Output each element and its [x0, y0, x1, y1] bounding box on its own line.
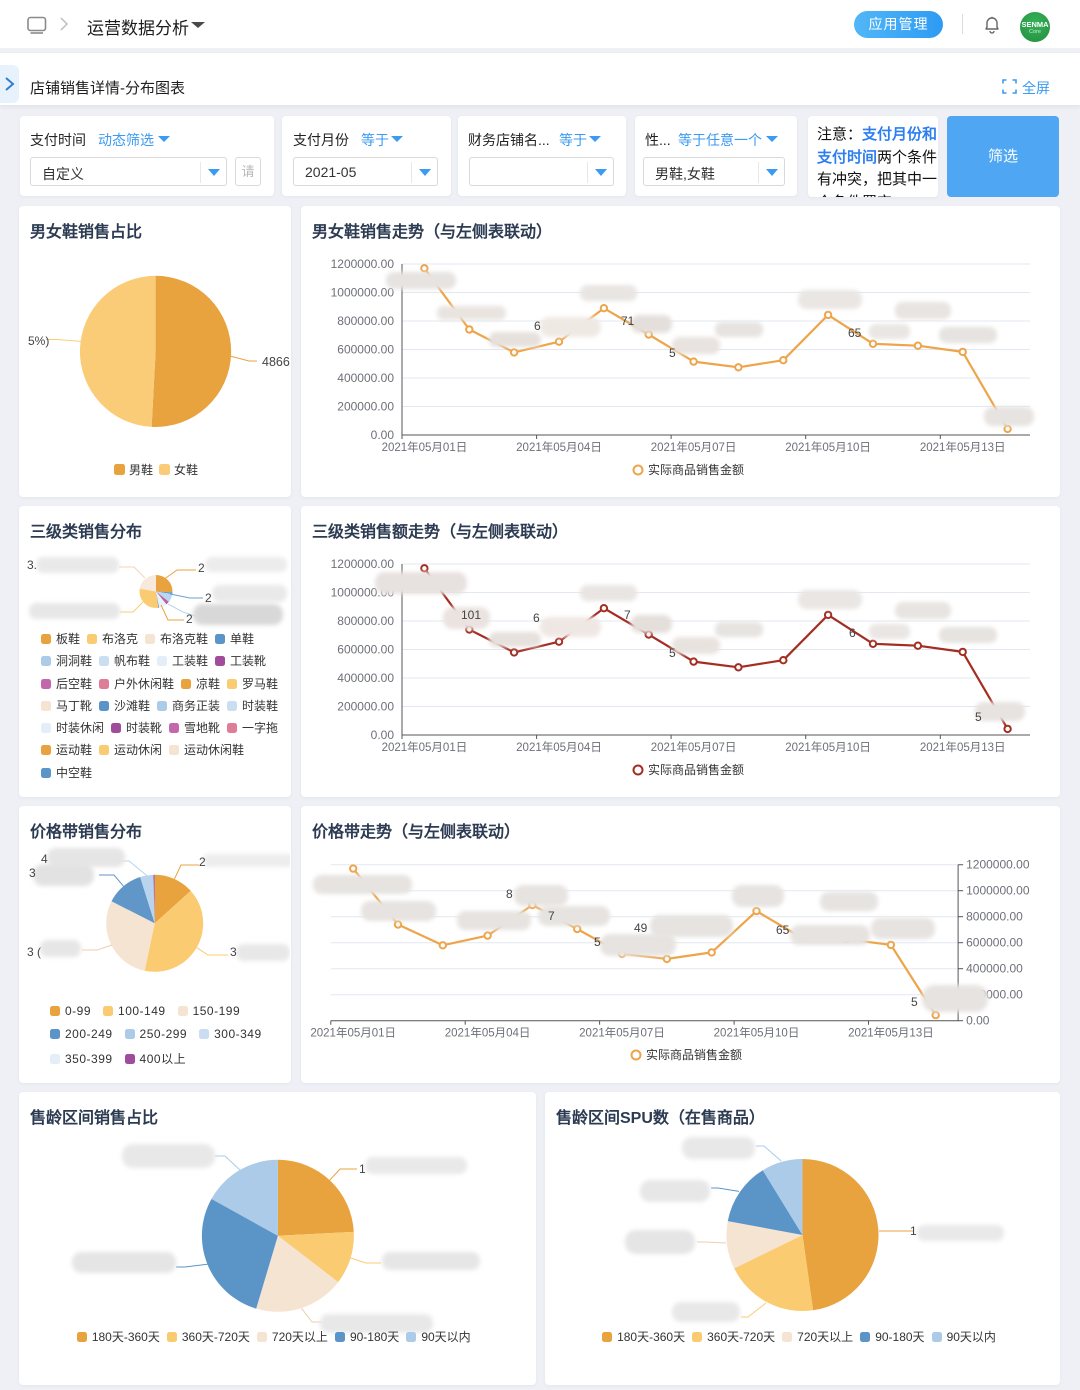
- svg-text:1200000.00: 1200000.00: [331, 557, 395, 571]
- svg-text:3: 3: [230, 945, 237, 959]
- svg-text:男鞋: 男鞋: [129, 462, 153, 477]
- svg-text:6: 6: [534, 319, 541, 333]
- svg-text:600000.00: 600000.00: [337, 343, 394, 357]
- svg-text:4866: 4866: [262, 355, 290, 369]
- svg-text:2021年05月10日: 2021年05月10日: [785, 740, 871, 754]
- svg-text:2021年05月10日: 2021年05月10日: [785, 440, 871, 454]
- svg-text:1: 1: [359, 1162, 366, 1176]
- svg-text:200000.00: 200000.00: [337, 400, 394, 414]
- svg-text:2021年05月04日: 2021年05月04日: [516, 440, 602, 454]
- svg-text:2021年05月07日: 2021年05月07日: [651, 440, 737, 454]
- svg-text:2: 2: [199, 855, 206, 869]
- svg-text:0.00: 0.00: [371, 728, 395, 742]
- svg-text:2021年05月04日: 2021年05月04日: [516, 740, 602, 754]
- svg-text:400000.00: 400000.00: [337, 671, 394, 685]
- svg-text:3 (: 3 (: [27, 945, 41, 959]
- svg-text:65: 65: [848, 326, 862, 340]
- svg-text:8: 8: [506, 887, 513, 901]
- svg-text:0.00: 0.00: [966, 1014, 990, 1028]
- svg-text:2021年05月04日: 2021年05月04日: [445, 1026, 531, 1040]
- svg-text:200000.00: 200000.00: [337, 700, 394, 714]
- svg-text:0.00: 0.00: [371, 428, 395, 442]
- svg-text:2: 2: [205, 591, 212, 605]
- svg-text:3.: 3.: [27, 558, 37, 572]
- svg-text:1200000.00: 1200000.00: [966, 858, 1030, 872]
- svg-text:2021年05月01日: 2021年05月01日: [382, 740, 468, 754]
- svg-text:实际商品销售金额: 实际商品销售金额: [648, 462, 744, 477]
- svg-text:7: 7: [548, 909, 555, 923]
- svg-text:400000.00: 400000.00: [966, 962, 1023, 976]
- svg-text:2: 2: [198, 561, 205, 575]
- svg-text:800000.00: 800000.00: [966, 910, 1023, 924]
- svg-text:1000000.00: 1000000.00: [966, 884, 1030, 898]
- svg-text:2021年05月07日: 2021年05月07日: [651, 740, 737, 754]
- svg-text:600000.00: 600000.00: [966, 936, 1023, 950]
- svg-text:600000.00: 600000.00: [337, 643, 394, 657]
- svg-text:2: 2: [186, 612, 193, 626]
- svg-text:800000.00: 800000.00: [337, 614, 394, 628]
- svg-text:7: 7: [624, 608, 631, 622]
- svg-text:71: 71: [621, 314, 635, 328]
- svg-text:2021年05月13日: 2021年05月13日: [920, 740, 1006, 754]
- svg-text:101: 101: [461, 608, 481, 622]
- svg-text:2021年05月01日: 2021年05月01日: [310, 1026, 396, 1040]
- svg-text:2021年05月01日: 2021年05月01日: [382, 440, 468, 454]
- svg-text:1200000.00: 1200000.00: [331, 257, 395, 271]
- svg-text:1: 1: [910, 1224, 917, 1238]
- svg-text:2021年05月10日: 2021年05月10日: [714, 1026, 800, 1040]
- svg-text:2021年05月13日: 2021年05月13日: [848, 1026, 934, 1040]
- svg-text:5: 5: [669, 646, 676, 660]
- svg-text:2021年05月07日: 2021年05月07日: [579, 1026, 665, 1040]
- svg-text:6: 6: [849, 626, 856, 640]
- svg-text:5: 5: [669, 346, 676, 360]
- svg-text:49: 49: [634, 921, 648, 935]
- svg-text:2021年05月13日: 2021年05月13日: [920, 440, 1006, 454]
- svg-text:800000.00: 800000.00: [337, 314, 394, 328]
- svg-text:实际商品销售金额: 实际商品销售金额: [646, 1047, 742, 1062]
- svg-text:3: 3: [29, 866, 36, 880]
- svg-text:女鞋: 女鞋: [174, 462, 198, 477]
- svg-text:实际商品销售金额: 实际商品销售金额: [648, 762, 744, 777]
- svg-text:4: 4: [41, 852, 48, 866]
- svg-text:5%): 5%): [28, 334, 49, 348]
- svg-text:400000.00: 400000.00: [337, 371, 394, 385]
- svg-text:1000000.00: 1000000.00: [331, 286, 395, 300]
- svg-text:5: 5: [911, 995, 918, 1009]
- svg-text:5: 5: [594, 935, 601, 949]
- svg-text:65: 65: [776, 923, 790, 937]
- svg-text:5: 5: [975, 710, 982, 724]
- svg-text:6: 6: [533, 611, 540, 625]
